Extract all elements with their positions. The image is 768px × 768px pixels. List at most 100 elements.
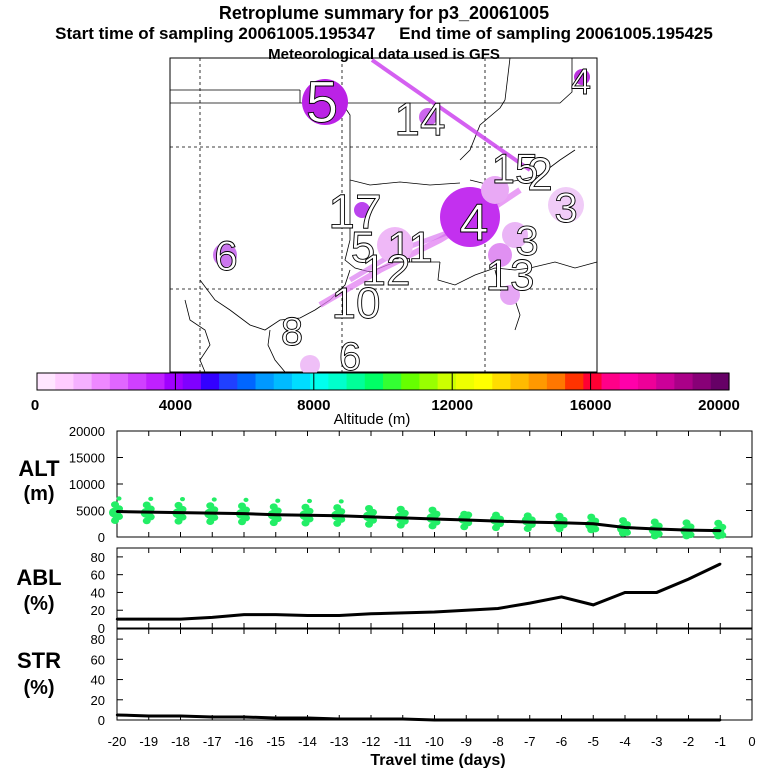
colorbar-cell <box>528 373 548 390</box>
alt-data-point <box>528 520 531 524</box>
alt-scatter-point <box>142 501 151 509</box>
x-tick-label: -7 <box>524 734 536 749</box>
str-series-line <box>116 713 721 722</box>
alt-data-point <box>115 510 119 513</box>
map-number-labels: 5 14 4 15 2 3 17 6 4 3 11 5 12 10 13 8 6 <box>214 61 592 380</box>
colorbar-cell <box>583 373 603 390</box>
map-label: 12 <box>362 246 411 295</box>
colorbar-cell <box>328 373 348 390</box>
colorbar-cell <box>182 373 202 390</box>
str-panel: 0 20 40 60 80 STR (%) <box>17 628 753 728</box>
plume-blob <box>440 187 500 247</box>
alt-data-point <box>465 518 468 522</box>
plume-blob <box>502 222 528 248</box>
x-tick-label: -20 <box>108 734 127 749</box>
alt-panel: 0 5000 10000 15000 20000 ALT(m) <box>18 424 753 545</box>
abl-data-point <box>338 614 341 617</box>
str-data-point <box>433 718 436 722</box>
alt-scatter-point <box>111 501 119 509</box>
colorbar-cell <box>364 373 384 390</box>
colorbar-cell <box>310 373 329 390</box>
colorbar-cell <box>637 373 657 390</box>
colorbar-cell <box>128 373 147 390</box>
plume-track <box>370 58 532 172</box>
abl-data-point <box>242 613 246 616</box>
colorbar: 0 4000 8000 12000 16000 20000 Altitude (m) <box>31 372 740 428</box>
colorbar-cell <box>73 373 93 390</box>
colorbar-cell <box>492 373 512 390</box>
str-data-point <box>115 713 119 717</box>
abl-data-point <box>719 562 722 566</box>
plume-blob <box>574 69 590 85</box>
colorbar-cells <box>37 373 730 390</box>
str-data-point <box>496 718 500 722</box>
alt-ytick-label: 20000 <box>69 424 105 439</box>
map-label: 17 <box>328 186 381 239</box>
alt-scatter-point <box>428 506 437 514</box>
start-time-label: Start time of sampling 20061005.195347 <box>55 24 376 43</box>
colorbar-cell <box>474 373 493 390</box>
str-data-point <box>687 718 690 722</box>
alt-data-point <box>306 514 309 517</box>
abl-ytick-label: 60 <box>91 568 105 583</box>
map-label: 6 <box>214 232 237 279</box>
alt-scatter-point <box>211 497 217 502</box>
str-data-point <box>623 718 627 722</box>
colorbar-cell <box>437 373 457 390</box>
colorbar-cell <box>291 373 311 390</box>
colorbar-cell <box>692 373 712 390</box>
x-tick-label: -3 <box>651 734 663 749</box>
str-ytick-label: 80 <box>91 632 105 647</box>
alt-ytick-label: 10000 <box>69 477 105 492</box>
map-frame <box>169 57 598 373</box>
colorbar-cell <box>419 373 439 390</box>
x-tick-label: -10 <box>425 734 444 749</box>
abl-data-point <box>592 603 595 607</box>
map-label: 3 <box>554 184 577 231</box>
plot-title: Retroplume summary for p3_20061005 <box>218 3 550 23</box>
map-label: 6 <box>339 335 361 379</box>
str-data-point <box>242 715 246 719</box>
map-label: 5 <box>306 70 338 135</box>
alt-scatter-point <box>269 503 278 511</box>
x-tick-label: -12 <box>362 734 381 749</box>
abl-data-point <box>465 609 468 612</box>
colorbar-tick-label: 20000 <box>698 397 740 414</box>
map-label: 14 <box>394 93 445 145</box>
colorbar-tick-label: 12000 <box>431 397 473 414</box>
map-label: 11 <box>387 223 433 272</box>
map-label: 5 <box>351 223 375 272</box>
plume-blob <box>213 243 237 267</box>
colorbar-cell <box>346 373 366 390</box>
alt-data-point <box>369 515 373 519</box>
plume-blob <box>302 79 348 125</box>
alt-scatter-point <box>555 512 564 520</box>
colorbar-cell <box>565 373 584 390</box>
plume-blob <box>488 243 512 267</box>
colorbar-cell <box>510 373 530 390</box>
sampling-times: Start time of sampling 20061005.195347 E… <box>0 24 768 44</box>
abl-ytick-label: 20 <box>91 603 105 618</box>
str-data-point <box>147 714 150 718</box>
abl-series-line <box>117 562 721 621</box>
colorbar-cell <box>455 373 475 390</box>
alt-data-point <box>242 512 246 515</box>
x-axis-label: Travel time (days) <box>370 752 505 768</box>
alt-ytick-label: 0 <box>98 530 105 545</box>
alt-scatter-point <box>174 501 183 509</box>
alt-data-point <box>560 521 563 524</box>
plume-blob <box>419 108 437 126</box>
alt-data-point <box>687 528 690 532</box>
alt-unit: (m) <box>23 483 54 505</box>
alt-scatter-point <box>714 519 723 527</box>
abl-data-point <box>528 601 531 605</box>
alt-scatter-point <box>682 519 691 527</box>
abl-data-point <box>306 614 309 617</box>
alt-data-point <box>179 511 182 514</box>
colorbar-cell <box>273 373 293 390</box>
plume-blob <box>500 285 520 305</box>
abl-data-point <box>179 617 182 621</box>
colorbar-cell <box>401 373 421 390</box>
colorbar-frame <box>36 372 730 391</box>
alt-scatter-point <box>243 497 249 502</box>
